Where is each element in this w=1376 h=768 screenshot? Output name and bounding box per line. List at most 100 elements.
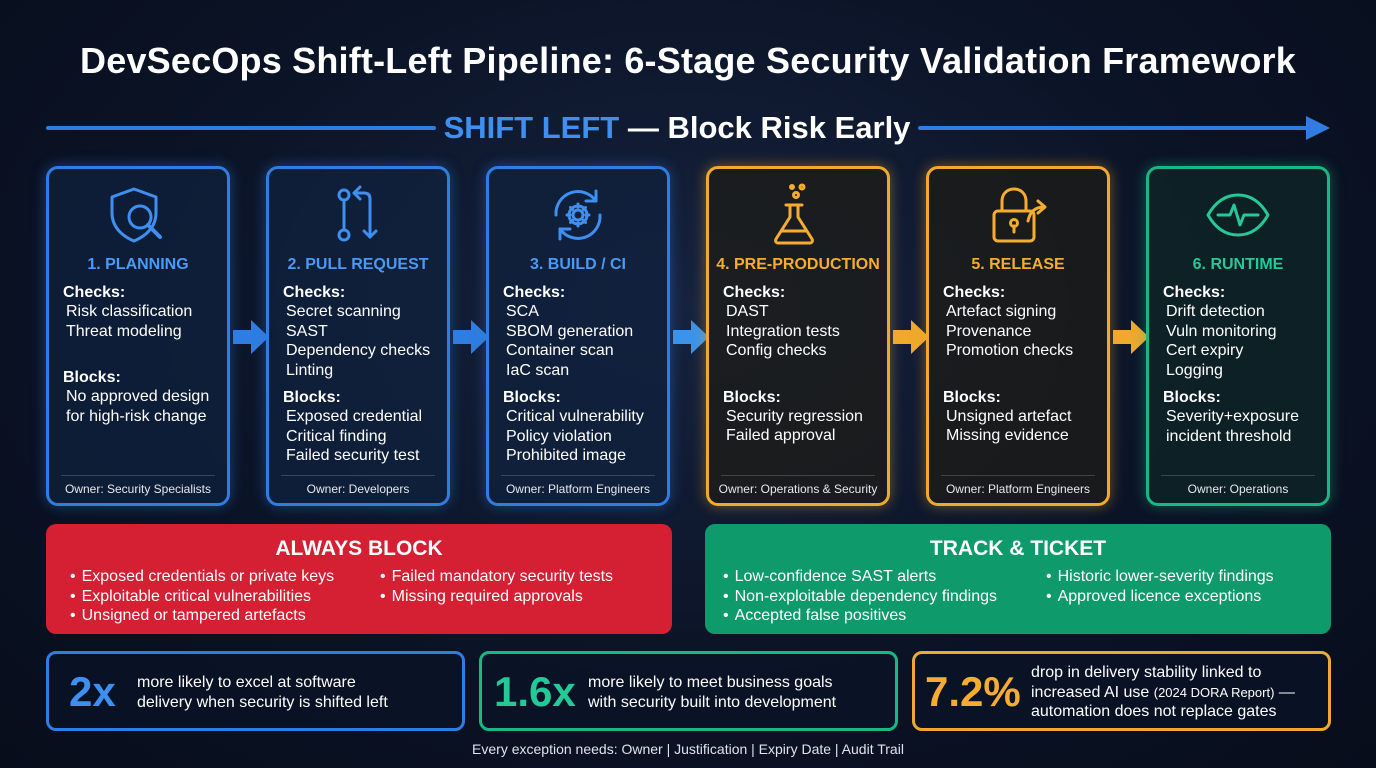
check-item: SBOM generation: [506, 322, 634, 340]
block-item: Severity+exposure: [1166, 408, 1299, 425]
stage-owner: Owner: Platform Engineers: [505, 482, 651, 496]
flow-arrow-icon: [233, 320, 269, 354]
stage-title: 2. PULL REQUEST: [287, 256, 429, 273]
always-block-item: Failed mandatory security tests: [380, 567, 613, 587]
stat-source-citation: (2024 DORA Report): [1153, 684, 1275, 700]
blocks-heading: Blocks:: [503, 389, 561, 406]
always-block-item: Unsigned or tampered artefacts: [70, 606, 334, 626]
pull-request-icon: [337, 185, 378, 242]
checks-heading: Checks:: [283, 284, 346, 301]
track-ticket-item: Historic lower-severity findings: [1046, 567, 1274, 587]
check-item: Linting: [286, 361, 334, 379]
stat-line: automation does not replace gates: [1031, 703, 1277, 720]
block-item: Prohibited image: [506, 447, 627, 464]
flow-arrow-icon: [453, 320, 489, 354]
stage-title: 1. PLANNING: [87, 256, 189, 273]
block-item: No approved design: [66, 388, 210, 405]
track-ticket-title: TRACK & TICKET: [929, 537, 1107, 560]
check-item: Risk classification: [66, 303, 193, 320]
stage-card-build-ci: 3. BUILD / CI Checks: SCA SBOM generatio…: [486, 166, 670, 506]
check-item: Container scan: [506, 342, 614, 359]
always-block-item: Exposed credentials or private keys: [70, 567, 335, 587]
stat-value: 2x: [69, 668, 116, 715]
track-ticket-item: Non-exploitable dependency findings: [723, 587, 997, 607]
block-item: Exposed credential: [286, 408, 423, 425]
block-item: Security regression: [726, 407, 863, 425]
stage-card-runtime: 6. RUNTIME Checks: Drift detection Vuln …: [1146, 166, 1330, 506]
check-item: Threat modeling: [66, 322, 182, 340]
check-item: Vuln monitoring: [1166, 322, 1277, 340]
check-item: Artefact signing: [946, 303, 1057, 320]
stage-card-pull-request: 2. PULL REQUEST Checks: Secret scanning …: [266, 166, 450, 506]
shift-left-highlight: SHIFT LEFT: [443, 110, 620, 145]
check-item: IaC scan: [506, 361, 570, 379]
check-item: DAST: [726, 303, 769, 320]
stage-owner: Owner: Platform Engineers: [945, 482, 1091, 496]
flask-icon: [774, 183, 814, 245]
check-item: Integration tests: [726, 322, 840, 340]
stat-value: 7.2%: [925, 668, 1021, 715]
stat-line: more likely to meet business goals: [588, 674, 833, 691]
block-item: Unsigned artefact: [946, 407, 1072, 425]
shift-arrowhead-icon: [1306, 116, 1330, 140]
check-item: Promotion checks: [946, 342, 1074, 359]
flow-arrow-icon: [893, 320, 929, 354]
always-block-title: ALWAYS BLOCK: [275, 537, 443, 560]
block-item: Critical finding: [286, 427, 387, 445]
stage-card-pre-production: 4. PRE-PRODUCTION Checks: DAST Integrati…: [706, 166, 890, 506]
check-item: Secret scanning: [286, 303, 401, 320]
blocks-heading: Blocks:: [1163, 389, 1221, 406]
blocks-heading: Blocks:: [283, 389, 341, 406]
block-item: Policy violation: [506, 427, 612, 445]
always-block-item: Missing required approvals: [380, 587, 613, 607]
stage-owner: Owner: Security Specialists: [64, 482, 212, 496]
checks-heading: Checks:: [503, 284, 566, 301]
stat-line: increased AI use (2024 DORA Report) —: [1031, 683, 1295, 703]
block-item: incident threshold: [1166, 427, 1292, 445]
stat-line-tail: —: [1274, 683, 1295, 701]
stage-title: 4. PRE-PRODUCTION: [716, 256, 880, 273]
stat-line: delivery when security is shifted left: [137, 693, 388, 711]
flow-arrow-icon: [673, 320, 709, 354]
block-item: Critical vulnerability: [506, 408, 644, 425]
block-item: Failed security test: [286, 447, 420, 464]
flow-arrow-icon: [1113, 320, 1149, 354]
stat-line: more likely to excel at software: [137, 674, 356, 691]
checks-heading: Checks:: [1163, 284, 1226, 301]
checks-heading: Checks:: [943, 284, 1006, 301]
check-item: SAST: [286, 322, 328, 340]
shield-search-icon: [110, 187, 162, 243]
stat-line: drop in delivery stability linked to: [1031, 664, 1262, 681]
lock-share-icon: [992, 187, 1047, 243]
blocks-heading: Blocks:: [943, 388, 1001, 406]
stat-card-shift-left: 2x more likely to excel at software deli…: [46, 651, 465, 731]
stage-title: 3. BUILD / CI: [529, 256, 626, 273]
stat-card-ai-stability: 7.2% drop in delivery stability linked t…: [912, 651, 1331, 731]
stage-owner: Owner: Operations & Security: [718, 482, 878, 496]
check-item: Dependency checks: [286, 342, 431, 359]
block-item: Failed approval: [726, 427, 836, 444]
stat-description: more likely to meet business goals with …: [588, 673, 836, 712]
check-item: Drift detection: [1166, 303, 1265, 320]
page-title: DevSecOps Shift-Left Pipeline: 6-Stage S…: [80, 40, 1296, 81]
stage-title: 6. RUNTIME: [1192, 256, 1284, 273]
block-item: Missing evidence: [946, 427, 1069, 444]
shift-line-right: [918, 126, 1310, 130]
gear-refresh-icon: [554, 189, 602, 241]
shift-left-tagline: — Block Risk Early: [627, 110, 911, 145]
check-item: Logging: [1166, 361, 1223, 379]
check-item: Provenance: [946, 322, 1032, 340]
check-item: SCA: [506, 303, 539, 320]
block-item: for high-risk change: [66, 407, 207, 425]
stat-description: more likely to excel at software deliver…: [137, 673, 388, 712]
shift-line-left: [46, 126, 436, 130]
stage-card-planning: 1. PLANNING Checks: Risk classification …: [46, 166, 230, 506]
check-item: Cert expiry: [1166, 342, 1244, 359]
blocks-heading: Blocks:: [723, 388, 781, 406]
stat-line: with security built into development: [588, 693, 837, 711]
always-block-panel: ALWAYS BLOCK Exposed credentials or priv…: [46, 524, 672, 634]
footer-note: Every exception needs: Owner | Justifica…: [472, 741, 904, 757]
always-block-item: Exploitable critical vulnerabilities: [70, 587, 334, 607]
stage-owner: Owner: Operations: [1187, 482, 1289, 496]
track-ticket-item: Accepted false positives: [723, 606, 997, 626]
